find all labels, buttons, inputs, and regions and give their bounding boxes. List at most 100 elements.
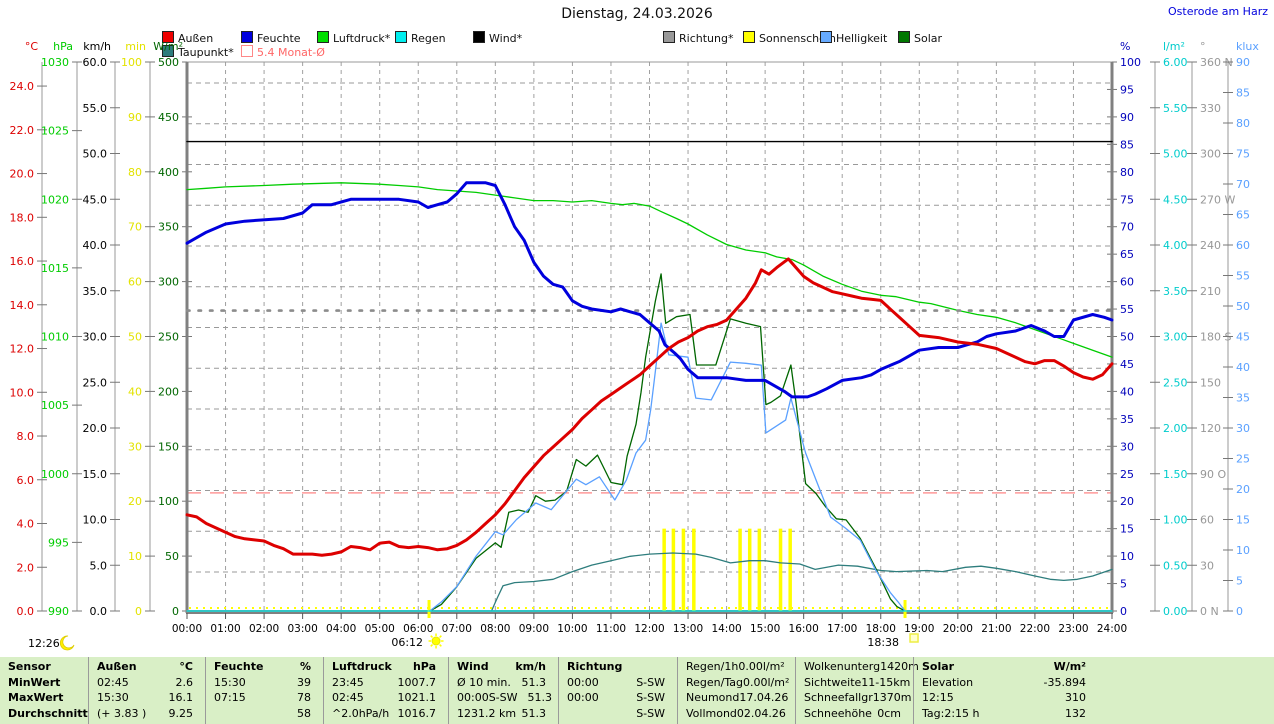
series-helligkeit xyxy=(429,322,906,612)
svg-text:0: 0 xyxy=(1120,605,1127,618)
svg-text:16:00: 16:00 xyxy=(789,623,819,635)
table-cell: Elevation -35.894 xyxy=(914,675,1098,690)
svg-text:180 S: 180 S xyxy=(1200,331,1231,344)
cell-text: Feuchte xyxy=(214,660,264,673)
legend-swatch xyxy=(743,31,755,43)
svg-text:30: 30 xyxy=(1120,440,1134,453)
svg-text:0: 0 xyxy=(172,605,179,618)
cell-text: 12:15 xyxy=(922,691,954,704)
table-cell: Wind km/h xyxy=(449,659,558,674)
cell-text: Richtung xyxy=(567,660,623,673)
svg-text:65: 65 xyxy=(1236,209,1250,222)
cell-text: Durchschnitt xyxy=(8,706,88,720)
table-cell: 15:30 39 xyxy=(206,675,323,690)
station-name: Osterode am Harz xyxy=(1168,5,1268,18)
cell-text: 51.3 xyxy=(527,691,553,704)
svg-text:1025: 1025 xyxy=(41,125,69,138)
svg-text:1005: 1005 xyxy=(41,399,69,412)
svg-text:1000: 1000 xyxy=(41,468,69,481)
svg-text:995: 995 xyxy=(48,536,69,549)
sunshine-bar xyxy=(788,528,792,611)
cell-text: 1370m xyxy=(872,691,912,704)
legend-swatch xyxy=(162,31,174,43)
svg-text:18:00: 18:00 xyxy=(866,623,896,635)
svg-text:02:00: 02:00 xyxy=(249,623,279,635)
svg-text:0.50: 0.50 xyxy=(1163,559,1188,572)
legend-label: Regen xyxy=(411,32,446,45)
cell-text: 00:00 xyxy=(567,691,599,704)
legend-item-5-4-monat-: 5.4 Monat-Ø xyxy=(241,45,325,59)
svg-text:85: 85 xyxy=(1236,87,1250,100)
table-cell: 58 xyxy=(206,706,323,721)
table-column-feuchte: Feuchte% 15:30 39 07:15 78 58 xyxy=(205,657,323,724)
svg-text:500: 500 xyxy=(158,56,179,69)
series-taupunkt xyxy=(490,552,1113,612)
cell-text: Schneehöhe xyxy=(804,706,872,720)
cell-text: 15:30 xyxy=(214,675,246,689)
cell-text: S-SW xyxy=(488,691,518,704)
svg-text:80: 80 xyxy=(1236,117,1250,130)
svg-text:0: 0 xyxy=(135,605,142,618)
svg-text:360 N: 360 N xyxy=(1200,56,1233,69)
svg-text:50: 50 xyxy=(1120,331,1134,344)
svg-text:55.0: 55.0 xyxy=(83,102,108,115)
sunshine-bar xyxy=(681,528,686,611)
table-cell: 02:45 1021.1 xyxy=(324,690,448,705)
svg-text:15: 15 xyxy=(1236,514,1250,527)
svg-text:21:00: 21:00 xyxy=(981,623,1011,635)
svg-text:30.0: 30.0 xyxy=(83,331,108,344)
cell-text: 78 xyxy=(297,691,311,704)
legend-swatch xyxy=(317,31,329,43)
svg-text:60: 60 xyxy=(1200,514,1214,527)
svg-text:20:00: 20:00 xyxy=(943,623,973,635)
legend-swatch xyxy=(395,31,407,43)
table-column-richtung: Richtung 00:00 S-SW 00:00 S-SW S-SW xyxy=(558,657,677,724)
table-cell: 00:00 S-SW xyxy=(559,675,677,690)
svg-text:4.0: 4.0 xyxy=(17,518,35,531)
legend-swatch xyxy=(820,31,832,43)
cell-text: Wind xyxy=(457,660,489,673)
svg-text:20: 20 xyxy=(1236,483,1250,496)
svg-text:°: ° xyxy=(1200,40,1206,53)
cell-text: 02:45 xyxy=(332,691,364,704)
weather-chart: 0.0 2.0 4.0 6.0 8.0 10.0 12.0 14.0 16.0 18.0 20.0 2… xyxy=(10,40,1259,651)
svg-text:00:00: 00:00 xyxy=(172,623,202,635)
cell-text: MaxWert xyxy=(8,691,64,704)
svg-text:5: 5 xyxy=(1120,578,1127,591)
table-cell: Sensor xyxy=(0,659,88,674)
legend-item-regen: Regen xyxy=(395,31,446,45)
cell-text: 0cm xyxy=(877,706,901,720)
svg-text:5: 5 xyxy=(1236,575,1243,588)
svg-text:18.0: 18.0 xyxy=(10,211,35,224)
svg-text:250: 250 xyxy=(158,331,179,344)
table-cell: MaxWert xyxy=(0,690,88,705)
svg-text:12:00: 12:00 xyxy=(634,623,664,635)
svg-text:20.0: 20.0 xyxy=(10,168,35,181)
svg-text:3.50: 3.50 xyxy=(1163,285,1188,298)
svg-text:100: 100 xyxy=(158,495,179,508)
svg-text:1.00: 1.00 xyxy=(1163,514,1188,527)
table-cell: ^2.0hPa/h 1016.7 xyxy=(324,706,448,721)
cell-text: 07:15 xyxy=(214,691,246,704)
sunshine-bar xyxy=(692,528,696,611)
svg-text:19:00: 19:00 xyxy=(904,623,934,635)
legend-label: Sonnenschein xyxy=(759,32,836,45)
cell-text: Ø 10 min. xyxy=(457,675,511,689)
svg-text:55: 55 xyxy=(1236,270,1250,283)
svg-text:55: 55 xyxy=(1120,303,1134,316)
cell-text: 0.00l/m² xyxy=(738,660,785,673)
svg-text:24.0: 24.0 xyxy=(10,80,35,93)
cell-text: 02.04.26 xyxy=(736,706,786,720)
svg-text:60: 60 xyxy=(128,276,142,289)
sunshine-bar xyxy=(757,528,762,611)
cell-text: 02:45 xyxy=(97,675,129,689)
cell-text: hPa xyxy=(412,660,436,673)
legend-label: Außen xyxy=(178,32,214,45)
legend-swatch xyxy=(473,31,485,43)
cell-text: 2.6 xyxy=(175,675,194,689)
svg-text:10:00: 10:00 xyxy=(557,623,587,635)
table-cell: Sichtweite 11-15km xyxy=(796,675,913,690)
svg-text:1.50: 1.50 xyxy=(1163,468,1188,481)
svg-text:45: 45 xyxy=(1120,358,1134,371)
